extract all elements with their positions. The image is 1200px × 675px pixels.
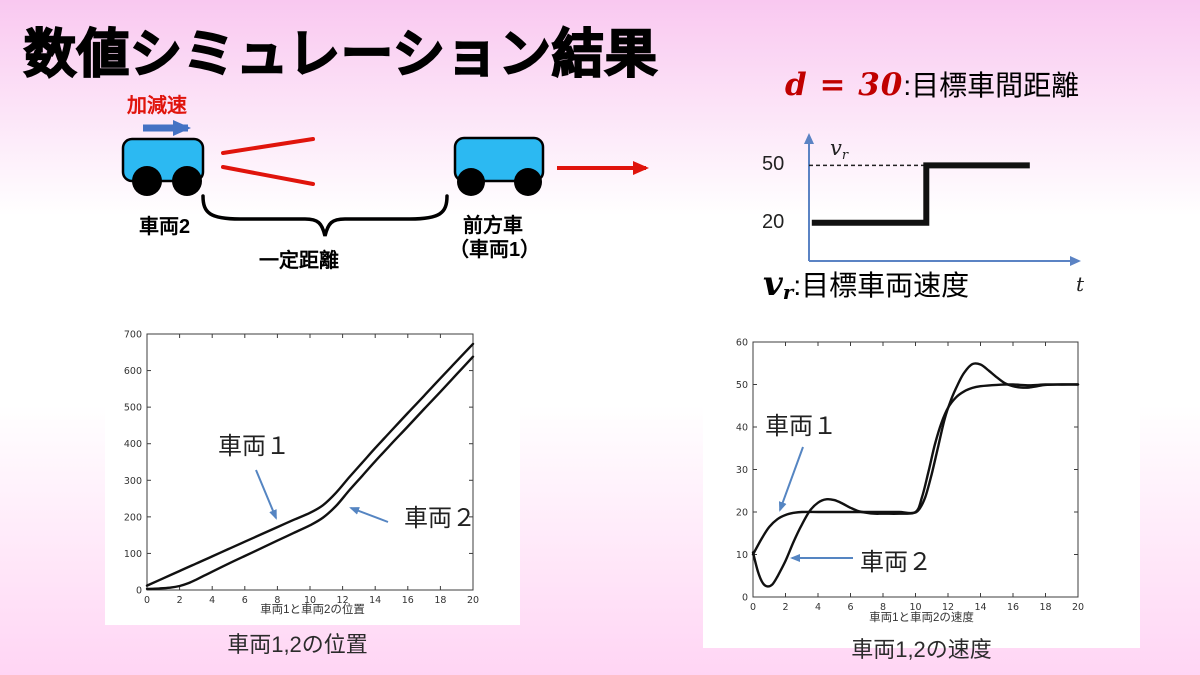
velocities-chart-panel: 0 2 4 6 8 10 12 14 16 18 20 0 10 20 30 40 50 60 車両１ 車両２ 車… [703,322,1140,648]
x-tick-label: 6 [242,595,248,606]
x-tick-label: 0 [144,595,150,606]
rear-car-label: 車両2 [139,216,191,238]
sensor-beam-icon [221,137,315,186]
positions-anno-vehicle1: 車両１ [218,433,290,460]
y-tick-label: 0 [742,593,748,604]
vehicle-diagram [121,120,649,237]
distance-label: 一定距離 [259,250,339,272]
positions-chart-panel: 0 2 4 6 8 10 12 14 16 18 20 0 100 200 300 400 500 600 700 … [105,318,520,625]
plot-box [146,333,474,591]
positions-anno-vehicle2: 車両２ [404,505,476,532]
y-tick-label: 40 [736,423,748,434]
x-tick-label: 2 [782,602,788,613]
y-tick-label: 20 [736,508,748,519]
curve-車両1 [145,342,475,587]
target-distance-heading: d = 30:目標車間距離 [785,64,1079,104]
d-equation: d = 30 [785,67,904,103]
slide-title: 数値シミュレーション結果 [23,25,658,85]
y-tick-label: 30 [736,465,748,476]
x-tick-label: 18 [434,595,446,606]
x-tick-label: 6 [847,602,853,613]
x-tick-label: 10 [304,595,316,606]
y-tick-label: 60 [736,338,748,349]
anno-arrow-vehicle1 [255,469,277,520]
front-car-label-1: 前方車 [463,215,523,237]
front-car-icon [453,136,545,196]
distance-brace [201,194,449,237]
front-car-label-2: （車両1） [449,239,541,261]
y-tick-label: 400 [124,439,142,450]
curve-車両2 [751,362,1080,588]
x-tick-label: 4 [815,602,821,613]
positions-caption: 車両1,2の位置 [227,632,368,657]
x-tick-label: 0 [750,602,756,613]
velocities-anno-vehicle2: 車両２ [860,549,932,576]
y-tick-label: 500 [124,403,142,414]
y-tick-label: 100 [124,549,142,560]
y-tick-label: 200 [124,512,142,523]
ref-ytick-20: 20 [762,211,785,233]
t-axis-label: t [1076,272,1085,296]
x-tick-label: 16 [1007,602,1019,613]
velocities-anno-vehicle1: 車両１ [765,413,837,440]
x-tick-label: 14 [974,602,986,613]
y-tick-label: 600 [124,366,142,377]
x-tick-label: 10 [909,602,921,613]
rear-car-icon [121,137,205,196]
positions-xlabel: 車両1と車両2の位置 [260,604,365,616]
velocities-xlabel: 車両1と車両2の速度 [869,612,974,624]
anno-arrow-vehicle2 [349,507,389,523]
d-description: :目標車間距離 [903,70,1080,101]
x-tick-label: 20 [1072,602,1084,613]
x-tick-label: 2 [177,595,183,606]
x-tick-label: 8 [274,595,280,606]
x-tick-label: 12 [942,602,954,613]
reference-step-chart [804,133,1081,266]
x-tick-label: 20 [467,595,479,606]
accel-label: 加減速 [127,95,187,117]
x-tick-label: 18 [1039,602,1051,613]
x-tick-label: 14 [369,595,381,606]
y-tick-label: 300 [124,476,142,487]
ref-ytick-50: 50 [762,153,785,175]
y-tick-label: 10 [736,550,748,561]
target-speed-heading: vr:目標車両速度 [763,264,970,305]
anno-arrow-vehicle1 [778,446,804,512]
y-tick-label: 700 [124,330,142,341]
y-tick-label: 0 [136,586,142,597]
velocities-caption: 車両1,2の速度 [851,637,992,662]
velocities-chart: 0 2 4 6 8 10 12 14 16 18 20 0 10 20 30 40 50 60 [736,338,1084,614]
curve-車両1 [751,383,1080,556]
curve-車両2 [145,355,475,591]
ref-step-curve [811,162,1030,226]
x-tick-label: 12 [337,595,349,606]
x-tick-label: 8 [880,602,886,613]
x-tick-label: 4 [209,595,215,606]
x-tick-label: 16 [402,595,414,606]
y-tick-label: 50 [736,380,748,391]
vr-curve-label: vr [830,136,849,164]
